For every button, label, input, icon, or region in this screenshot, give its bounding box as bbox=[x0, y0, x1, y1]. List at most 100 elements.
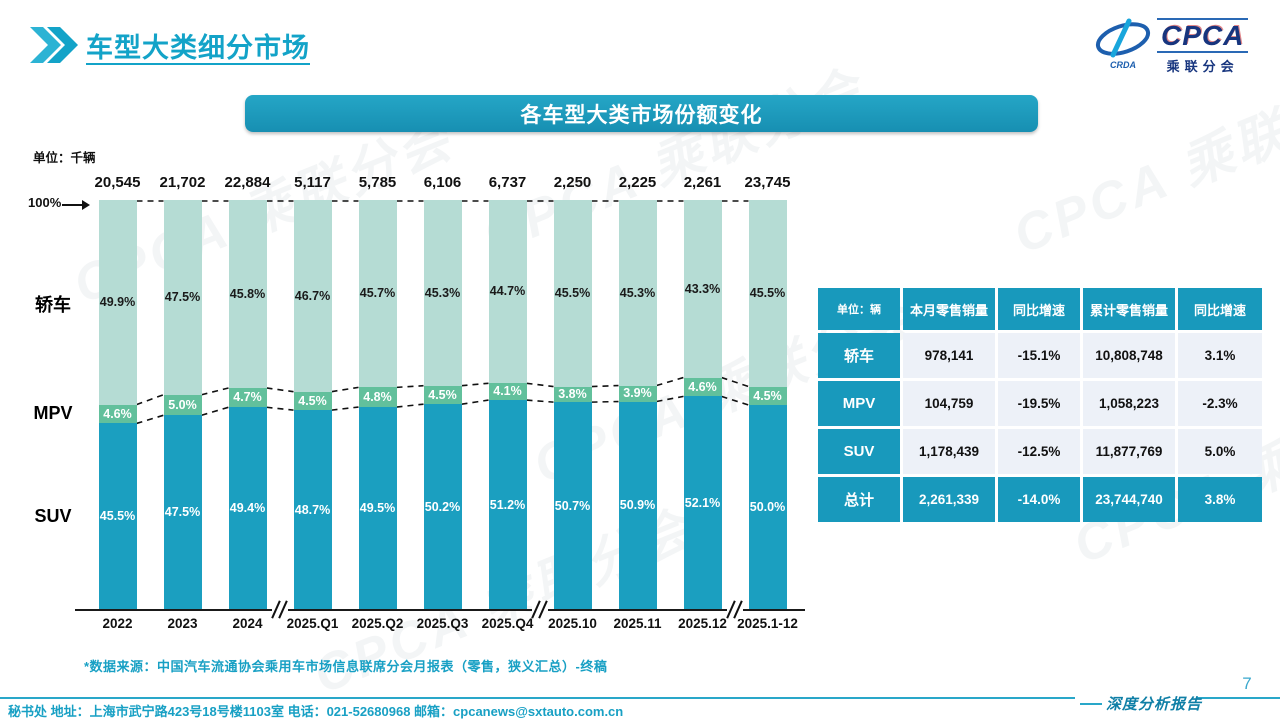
bar-2023: 47.5% 5.0% 47.5% bbox=[163, 200, 202, 610]
bar-value-label: 4.5% bbox=[298, 393, 327, 408]
bar-value-label: 4.7% bbox=[233, 390, 262, 405]
x-axis-label-2025.Q1: 2025.Q1 bbox=[286, 616, 339, 631]
bar-segment-轿车: 45.5% bbox=[748, 200, 787, 387]
bar-total-label: 20,545 bbox=[94, 174, 141, 191]
bar-segment-轿车: 45.7% bbox=[358, 200, 397, 388]
footer-contact: 秘书处 地址：上海市武宁路423号18号楼1103室 电话：021-526809… bbox=[8, 704, 624, 719]
watermark: CPCA 乘联分会 bbox=[1005, 60, 1280, 266]
bar-segment-SUV: 45.5% bbox=[98, 423, 137, 610]
bar-value-label: 45.5% bbox=[554, 286, 591, 301]
bar-value-label: 45.8% bbox=[229, 286, 266, 301]
axis-break-icon bbox=[271, 600, 288, 619]
bar-2022: 49.9% 4.6% 45.5% bbox=[98, 200, 137, 610]
table-cell: 10,808,748 bbox=[1083, 333, 1175, 378]
table-cell: 11,877,769 bbox=[1083, 429, 1175, 474]
bar-value-label: 3.8% bbox=[558, 387, 587, 402]
bar-segment-SUV: 52.1% bbox=[683, 396, 722, 610]
bar-segment-轿车: 43.3% bbox=[683, 200, 722, 378]
x-axis-line bbox=[75, 609, 805, 611]
bar-value-label: 49.5% bbox=[359, 501, 396, 516]
table-column-header-3: 同比增速 bbox=[1178, 288, 1262, 330]
bar-segment-MPV: 4.5% bbox=[748, 386, 787, 405]
bar-segment-SUV: 50.0% bbox=[748, 404, 787, 610]
bar-segment-SUV: 49.4% bbox=[228, 407, 267, 610]
connector-lines bbox=[136, 200, 749, 425]
bar-total-label: 6,737 bbox=[488, 174, 527, 191]
bar-segment-MPV: 3.8% bbox=[553, 386, 592, 403]
table-cell: 1,178,439 bbox=[903, 429, 995, 474]
bar-segment-SUV: 50.7% bbox=[553, 402, 592, 610]
bar-value-label: 50.2% bbox=[424, 499, 461, 514]
footer-divider bbox=[0, 697, 1075, 699]
x-axis-label-2025.11: 2025.11 bbox=[613, 616, 662, 631]
report-label-dash bbox=[1080, 703, 1102, 705]
bar-segment-SUV: 47.5% bbox=[163, 415, 202, 610]
bar-value-label: 4.5% bbox=[753, 388, 782, 403]
bar-value-label: 45.3% bbox=[619, 285, 656, 300]
table-row-label-总计: 总计 bbox=[818, 477, 900, 522]
table-row-label-SUV: SUV bbox=[818, 429, 900, 474]
bar-value-label: 46.7% bbox=[294, 288, 331, 303]
bar-segment-MPV: 4.1% bbox=[488, 383, 527, 401]
table-cell: -14.0% bbox=[998, 477, 1080, 522]
bar-segment-MPV: 4.6% bbox=[98, 404, 137, 424]
bar-value-label: 43.3% bbox=[684, 281, 721, 296]
bar-segment-轿车: 47.5% bbox=[163, 200, 202, 395]
bar-segment-轿车: 45.8% bbox=[228, 200, 267, 388]
bar-value-label: 45.3% bbox=[424, 285, 461, 300]
bar-value-label: 3.9% bbox=[623, 386, 652, 401]
table-column-header-1: 同比增速 bbox=[998, 288, 1080, 330]
bar-segment-MPV: 5.0% bbox=[163, 394, 202, 416]
bar-value-label: 47.5% bbox=[164, 290, 201, 305]
x-axis-label-2025.Q4: 2025.Q4 bbox=[481, 616, 534, 631]
cpca-subtitle: 乘联分会 bbox=[1166, 59, 1239, 74]
bar-2024: 45.8% 4.7% 49.4% bbox=[228, 200, 267, 610]
x-axis-label-2024: 2024 bbox=[232, 616, 263, 631]
table-unit-header: 单位：辆 bbox=[818, 288, 900, 330]
bar-segment-轿车: 49.9% bbox=[98, 200, 137, 405]
page-title: 车型大类细分市场 bbox=[86, 33, 310, 63]
series-label-轿车: 轿车 bbox=[35, 295, 71, 316]
table-row-label-轿车: 轿车 bbox=[818, 333, 900, 378]
chart-title: 各车型大类市场份额变化 bbox=[520, 103, 763, 127]
bar-2025.Q2: 45.7% 4.8% 49.5% bbox=[358, 200, 397, 610]
bar-value-label: 4.8% bbox=[363, 389, 392, 404]
table-cell: 978,141 bbox=[903, 333, 995, 378]
bar-value-label: 50.9% bbox=[619, 498, 656, 513]
report-type-label: 深度分析报告 bbox=[1106, 695, 1203, 713]
bar-total-label: 22,884 bbox=[224, 174, 271, 191]
bar-value-label: 4.6% bbox=[688, 379, 717, 394]
bar-value-label: 49.4% bbox=[229, 501, 266, 516]
bar-2025.12: 43.3% 4.6% 52.1% bbox=[683, 200, 722, 610]
bar-segment-SUV: 50.2% bbox=[423, 404, 462, 610]
footer-divider-right bbox=[1196, 697, 1280, 699]
table-cell: 2,261,339 bbox=[903, 477, 995, 522]
bar-segment-SUV: 49.5% bbox=[358, 407, 397, 610]
bar-segment-轿车: 45.3% bbox=[618, 200, 657, 386]
retail-share-table: 单位：辆 本月零售销量 同比增速 累计零售销量 同比增速 轿车 978,141 -15.1% 1… bbox=[818, 288, 1262, 522]
cpca-logo: CRDA CPCA 乘联分会 bbox=[1094, 18, 1249, 75]
bar-2025.Q1: 46.7% 4.5% 48.7% bbox=[293, 200, 332, 610]
x-axis-label-2025.10: 2025.10 bbox=[548, 616, 597, 631]
unit-label: 单位：千辆 bbox=[33, 151, 96, 165]
table-cell: 104,759 bbox=[903, 381, 995, 426]
bar-segment-MPV: 4.5% bbox=[293, 391, 332, 411]
bar-2025.10: 45.5% 3.8% 50.7% bbox=[553, 200, 592, 610]
data-source-note: *数据来源：中国汽车流通协会乘用车市场信息联席分会月报表（零售，狭义汇总）-终稿 bbox=[84, 659, 608, 674]
axis-100-label: 100% bbox=[28, 195, 62, 210]
table-cell: 23,744,740 bbox=[1083, 477, 1175, 522]
bar-segment-MPV: 4.8% bbox=[358, 387, 397, 408]
axis-break-icon bbox=[726, 600, 743, 619]
bar-segment-轿车: 44.7% bbox=[488, 200, 527, 384]
bar-value-label: 4.5% bbox=[428, 387, 457, 402]
bar-segment-SUV: 51.2% bbox=[488, 400, 527, 610]
bar-total-label: 6,106 bbox=[423, 174, 462, 191]
series-label-SUV: SUV bbox=[34, 505, 72, 526]
bar-segment-SUV: 50.9% bbox=[618, 401, 657, 610]
bar-2025.1-12: 45.5% 4.5% 50.0% bbox=[748, 200, 787, 610]
arrow-right-icon bbox=[62, 198, 90, 216]
bar-segment-轿车: 46.7% bbox=[293, 200, 332, 392]
crda-text: CRDA bbox=[1110, 60, 1136, 70]
x-axis-label-2025.1-12: 2025.1-12 bbox=[737, 616, 798, 631]
bar-total-label: 2,250 bbox=[553, 174, 592, 191]
